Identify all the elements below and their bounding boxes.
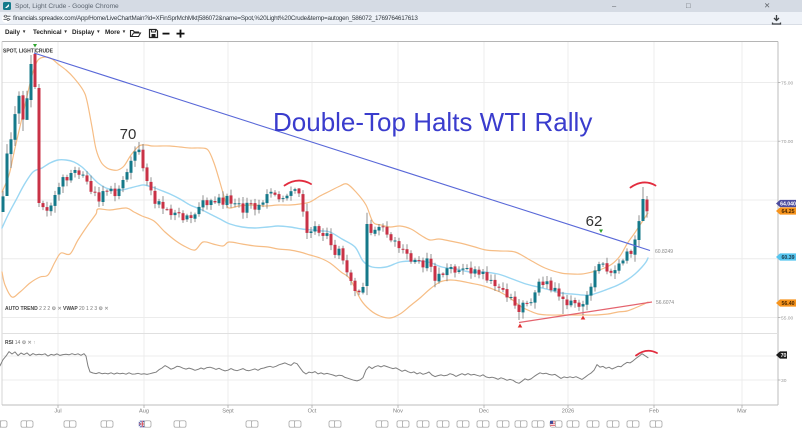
- svg-text:Nov: Nov: [393, 409, 403, 415]
- svg-text:60.39: 60.39: [782, 255, 795, 261]
- svg-text:Feb: Feb: [649, 409, 659, 415]
- svg-text:Double-Top Halts WTI Rally: Double-Top Halts WTI Rally: [273, 107, 592, 137]
- svg-text:56.6074: 56.6074: [656, 300, 674, 306]
- svg-text:Jul: Jul: [54, 409, 61, 415]
- svg-text:RSI 14 ⚙ ✕ ↑: RSI 14 ⚙ ✕ ↑: [5, 340, 36, 346]
- svg-text:64.25: 64.25: [782, 209, 795, 215]
- svg-text:56.40: 56.40: [782, 301, 795, 307]
- svg-text:70.00: 70.00: [781, 139, 794, 145]
- svg-text:2026: 2026: [562, 409, 574, 415]
- svg-text:Aug: Aug: [139, 409, 149, 415]
- svg-text:Mar: Mar: [737, 409, 747, 415]
- svg-text:75.00: 75.00: [781, 80, 794, 86]
- svg-text:30: 30: [781, 378, 787, 384]
- svg-text:70: 70: [781, 353, 787, 359]
- svg-text:55.00: 55.00: [781, 315, 794, 321]
- svg-text:VWAP 20 1 2 3 ⚙ ✕: VWAP 20 1 2 3 ⚙ ✕: [63, 306, 109, 312]
- svg-text:60.8249: 60.8249: [655, 249, 673, 255]
- svg-text:70: 70: [120, 126, 137, 143]
- svg-text:64.040: 64.040: [780, 201, 796, 207]
- svg-text:SPOT, LIGHT CRUDE: SPOT, LIGHT CRUDE: [3, 49, 54, 55]
- svg-text:62: 62: [586, 213, 603, 230]
- svg-text:AUTO TREND 2 2 2 ⚙ ✕: AUTO TREND 2 2 2 ⚙ ✕: [5, 306, 62, 312]
- svg-text:Sept: Sept: [222, 409, 234, 415]
- svg-text:Dec: Dec: [479, 409, 489, 415]
- svg-text:Oct: Oct: [308, 409, 317, 415]
